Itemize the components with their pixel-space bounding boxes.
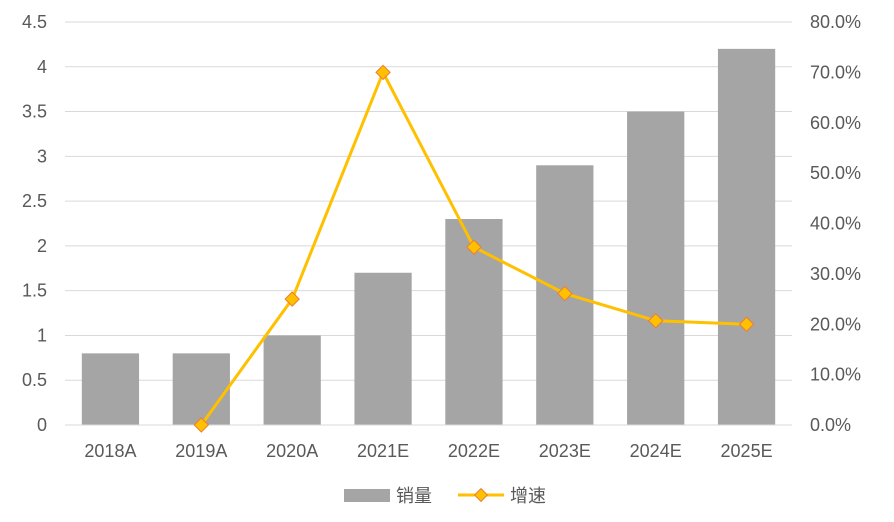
legend-label-growth: 增速	[510, 486, 546, 507]
growth-point	[557, 285, 573, 302]
growth-point	[466, 239, 482, 255]
bar	[354, 272, 412, 425]
x-axis-ticks: 2018A 2019A 2020A 2021E 2022E 2023E 2024E 2025E	[84, 441, 772, 461]
left-axis-tick-label: 3.5	[22, 102, 47, 122]
right-axis-ticks: 0.0% 10.0% 20.0% 30.0% 40.0% 50.0% 60.0% 70.0% 8…	[810, 12, 861, 435]
line-series	[193, 64, 755, 433]
gridlines	[65, 21, 792, 381]
bar	[172, 353, 230, 425]
growth-point	[647, 312, 664, 329]
left-axis-tick-label: 0	[37, 415, 47, 435]
bar-series	[81, 48, 776, 426]
left-axis-tick-label: 1	[37, 325, 47, 345]
left-axis-tick-label: 4.5	[22, 12, 47, 32]
right-axis-tick-label: 80.0%	[810, 12, 861, 32]
left-axis-tick-label: 1.5	[22, 281, 47, 301]
left-axis-tick-label: 0.5	[22, 370, 47, 390]
left-axis-tick-label: 4	[37, 57, 47, 77]
x-axis-tick-label: 2021E	[357, 441, 409, 461]
right-axis-tick-label: 70.0%	[810, 62, 861, 82]
right-axis-tick-label: 30.0%	[810, 264, 861, 284]
right-axis-tick-label: 60.0%	[810, 113, 861, 133]
legend-label-sales: 销量	[396, 486, 432, 507]
left-axis-tick-label: 2.5	[22, 191, 47, 211]
growth-point	[738, 316, 755, 333]
growth-point	[284, 291, 300, 307]
x-axis-tick-label: 2025E	[721, 441, 773, 461]
right-axis-tick-label: 40.0%	[810, 214, 861, 234]
bar	[627, 111, 685, 426]
x-axis-tick-label: 2024E	[630, 441, 682, 461]
legend: 销量 增速	[344, 486, 546, 507]
x-axis-tick-label: 2023E	[539, 441, 591, 461]
left-axis-tick-label: 3	[37, 146, 47, 166]
x-axis-tick-label: 2020A	[266, 441, 318, 461]
bar	[81, 353, 140, 425]
right-axis-tick-label: 10.0%	[810, 365, 861, 385]
growth-point	[375, 64, 391, 81]
right-axis-tick-label: 50.0%	[810, 163, 861, 183]
bar	[717, 48, 776, 425]
left-axis-tick-label: 2	[37, 236, 47, 256]
legend-swatch-sales	[344, 489, 390, 502]
x-axis-tick-label: 2022E	[448, 441, 500, 461]
bar	[263, 335, 321, 425]
legend-swatch-growth-marker	[473, 487, 489, 503]
growth-point	[193, 417, 210, 433]
right-axis-tick-label: 20.0%	[810, 314, 861, 334]
right-axis-tick-label: 0.0%	[810, 415, 851, 435]
left-axis-ticks: 0 0.5 1 1.5 2 2.5 3 3.5 4 4.5	[22, 12, 47, 435]
x-axis-tick-label: 2019A	[175, 441, 227, 461]
x-axis-tick-label: 2018A	[84, 441, 136, 461]
